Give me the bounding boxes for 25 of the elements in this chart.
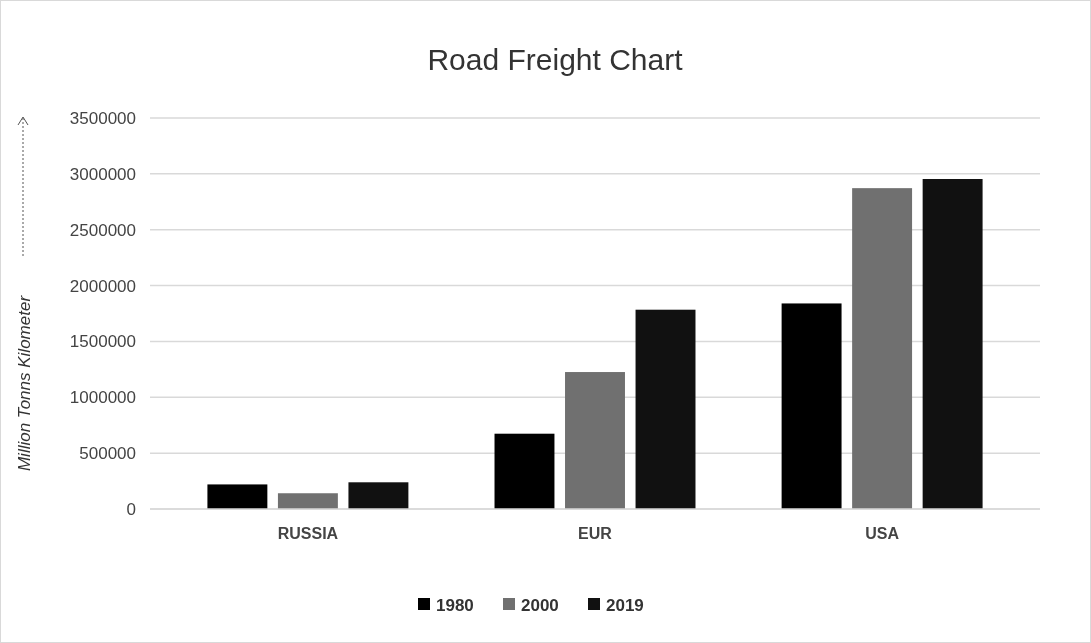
bar <box>852 188 913 509</box>
y-axis-title: Million Tonns Kilometer <box>15 294 34 472</box>
chart-title: Road Freight Chart <box>427 43 684 76</box>
y-tick-label: 500000 <box>79 444 136 464</box>
bar <box>348 482 409 509</box>
bar <box>922 179 983 509</box>
bar <box>781 303 842 509</box>
y-tick-label: 2000000 <box>69 276 136 296</box>
bar <box>277 493 338 509</box>
bar <box>565 372 625 509</box>
x-tick-label: RUSSIA <box>277 525 339 542</box>
bar <box>635 309 696 509</box>
y-tick-label: 1500000 <box>69 332 136 352</box>
y-tick-label: 2500000 <box>69 220 136 240</box>
y-tick-label: 1000000 <box>69 388 136 408</box>
x-tick-label: EUR <box>578 525 613 542</box>
legend-label: 2000 <box>521 595 559 615</box>
bar <box>207 484 268 509</box>
y-tick-label: 3500000 <box>69 108 136 128</box>
legend-label: 1980 <box>436 595 474 615</box>
x-tick-label: USA <box>865 525 900 542</box>
legend-label: 2019 <box>606 595 644 615</box>
y-tick-label: 3000000 <box>69 164 136 184</box>
bar <box>494 433 555 509</box>
y-tick-label: 0 <box>126 499 136 519</box>
